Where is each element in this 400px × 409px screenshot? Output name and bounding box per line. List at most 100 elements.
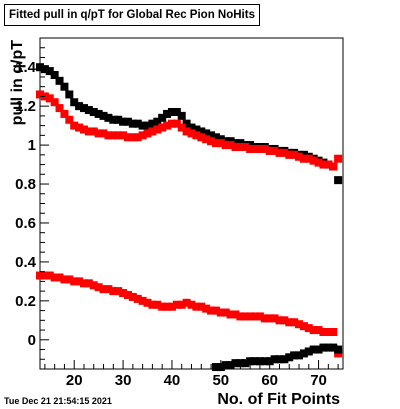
data-point	[221, 308, 230, 317]
data-point	[324, 328, 333, 337]
y-tick-label: 0	[28, 332, 36, 349]
data-point	[182, 298, 191, 307]
data-point	[50, 98, 59, 107]
data-point	[270, 146, 279, 155]
data-point	[197, 133, 206, 142]
data-point	[246, 144, 255, 153]
data-point	[60, 275, 69, 284]
timestamp: Tue Dec 21 21:54:15 2021	[4, 396, 112, 406]
y-tick-label: 1.4	[15, 59, 37, 76]
data-point	[309, 156, 318, 165]
data-point	[79, 104, 88, 113]
data-point	[133, 119, 142, 128]
data-point	[221, 361, 230, 370]
data-point	[246, 357, 255, 366]
data-point	[182, 119, 191, 128]
data-point	[128, 292, 137, 301]
data-point	[36, 90, 44, 99]
data-point	[109, 287, 118, 296]
data-point	[260, 144, 269, 153]
data-point	[79, 125, 88, 134]
data-point	[241, 312, 250, 321]
data-point	[65, 90, 74, 99]
series-3	[36, 271, 343, 358]
data-point	[270, 355, 279, 364]
data-point	[265, 146, 274, 155]
data-point	[109, 115, 118, 124]
data-point	[280, 148, 289, 157]
data-point	[334, 345, 343, 354]
x-tick-label: 60	[261, 372, 278, 389]
data-point	[202, 135, 211, 144]
data-point	[123, 133, 132, 142]
data-point	[187, 300, 196, 309]
data-point	[65, 115, 74, 124]
data-point	[231, 143, 240, 152]
data-point	[236, 312, 245, 321]
data-point	[241, 143, 250, 152]
data-point	[148, 119, 157, 128]
data-point	[60, 109, 69, 118]
data-point	[119, 117, 128, 126]
x-tick-label: 50	[212, 372, 229, 389]
data-point	[192, 131, 201, 140]
data-point	[197, 302, 206, 311]
data-point	[177, 111, 186, 120]
series-2	[36, 90, 343, 171]
data-point	[84, 127, 93, 136]
data-point	[65, 275, 74, 284]
data-point	[207, 306, 216, 315]
data-point	[114, 115, 123, 124]
data-point	[275, 355, 284, 364]
data-point	[94, 109, 103, 118]
data-point	[153, 125, 162, 134]
data-point	[280, 316, 289, 325]
data-point	[172, 119, 181, 128]
data-point	[275, 316, 284, 325]
data-point	[295, 320, 304, 329]
data-point	[158, 123, 167, 132]
y-tick-label: 1.2	[15, 98, 36, 115]
data-point	[304, 324, 313, 333]
data-point	[197, 127, 206, 136]
data-point	[128, 133, 137, 142]
data-point	[251, 144, 260, 153]
x-axis-label: No. of Fit Points	[217, 391, 340, 408]
data-point	[123, 291, 132, 300]
data-point	[290, 318, 299, 327]
data-point	[84, 279, 93, 288]
y-tick-label: 1	[28, 137, 36, 154]
data-point	[104, 131, 113, 140]
data-point	[99, 129, 108, 138]
data-point	[143, 129, 152, 138]
x-tick-label: 70	[310, 372, 327, 389]
data-point	[114, 131, 123, 140]
data-point	[75, 123, 84, 132]
y-tick-label: 0.4	[15, 254, 37, 271]
data-point	[319, 328, 328, 337]
data-point	[226, 141, 235, 150]
data-point	[275, 148, 284, 157]
data-point	[314, 158, 323, 167]
data-point	[260, 357, 269, 366]
data-point	[89, 127, 98, 136]
data-point	[260, 314, 269, 323]
data-point	[207, 137, 216, 146]
data-point	[143, 121, 152, 130]
chart-axes: 20 30 40 50 60 70 0 0.2 0.4 0.6 0.8 1 1.2 1.4	[15, 37, 339, 389]
data-point	[167, 107, 176, 116]
data-point	[295, 152, 304, 161]
data-point	[50, 70, 59, 79]
data-point	[236, 143, 245, 152]
data-point	[172, 300, 181, 309]
data-point	[192, 125, 201, 134]
data-point	[334, 176, 343, 185]
data-point	[45, 271, 54, 280]
data-point	[104, 285, 113, 294]
data-point	[133, 294, 142, 303]
data-point	[99, 111, 108, 120]
data-point	[40, 271, 49, 280]
y-tick-label: 0.6	[15, 215, 36, 232]
data-point	[216, 308, 225, 317]
data-point	[123, 117, 132, 126]
